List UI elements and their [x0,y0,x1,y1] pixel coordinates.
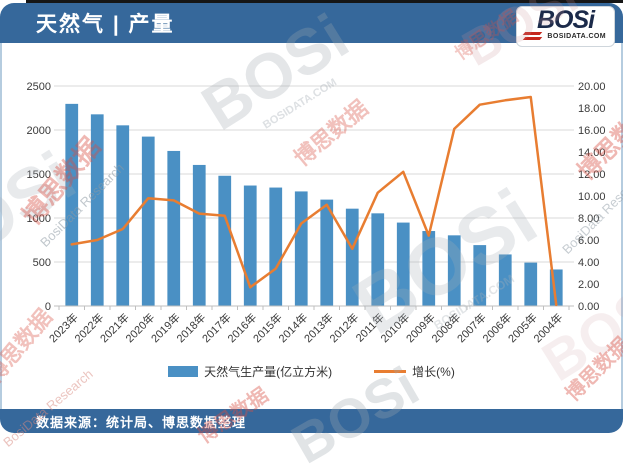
svg-text:2000: 2000 [27,125,51,137]
chart-area: 0 500 1000 1500 2000 2500 0.00 2.00 4.00 6.00 8.00… [0,43,623,410]
svg-text:4.00: 4.00 [578,257,599,269]
svg-text:2.00: 2.00 [578,279,599,291]
svg-text:18.00: 18.00 [578,103,606,115]
svg-text:16.00: 16.00 [578,125,606,137]
legend-item-growth: 增长(%) [374,363,455,380]
svg-text:500: 500 [33,257,51,269]
production-growth-chart: 0 500 1000 1500 2000 2500 0.00 2.00 4.00 6.00 8.00… [27,81,606,345]
svg-text:12.00: 12.00 [578,169,606,181]
legend-item-production: 天然气生产量(亿立方米) [168,363,332,380]
bar-swatch-icon [168,366,199,377]
bosi-logo: BOSi BOSIDATA.COM [516,6,615,47]
top-border [26,0,623,3]
svg-text:10.00: 10.00 [578,191,606,203]
data-source-note: 数据来源：统计局、博思数据整理 [36,414,247,430]
svg-text:14.00: 14.00 [578,147,606,159]
footer-bar: 数据来源：统计局、博思数据整理 [0,409,623,433]
page-title: 天然气 | 产量 [36,13,175,36]
svg-text:1500: 1500 [27,169,51,181]
svg-text:8.00: 8.00 [578,213,599,225]
bosi-logo-domain: BOSIDATA.COM [547,33,606,40]
legend-label-production: 天然气生产量(亿立方米) [204,365,333,379]
svg-text:0: 0 [45,301,51,313]
svg-text:2500: 2500 [27,81,51,93]
svg-text:0.00: 0.00 [578,301,599,313]
svg-text:20.00: 20.00 [578,81,606,93]
logo-stripes-icon [522,30,543,40]
svg-text:6.00: 6.00 [578,235,599,247]
svg-text:1000: 1000 [27,213,51,225]
svg-text:2004年: 2004年 [530,310,565,345]
chart-legend: 天然气生产量(亿立方米) 增长(%) [2,363,621,380]
line-swatch-icon [374,370,407,373]
legend-label-growth: 增长(%) [412,365,455,379]
svg-text:2012年: 2012年 [326,310,361,345]
bosi-logo-text: BOSi [536,6,595,34]
